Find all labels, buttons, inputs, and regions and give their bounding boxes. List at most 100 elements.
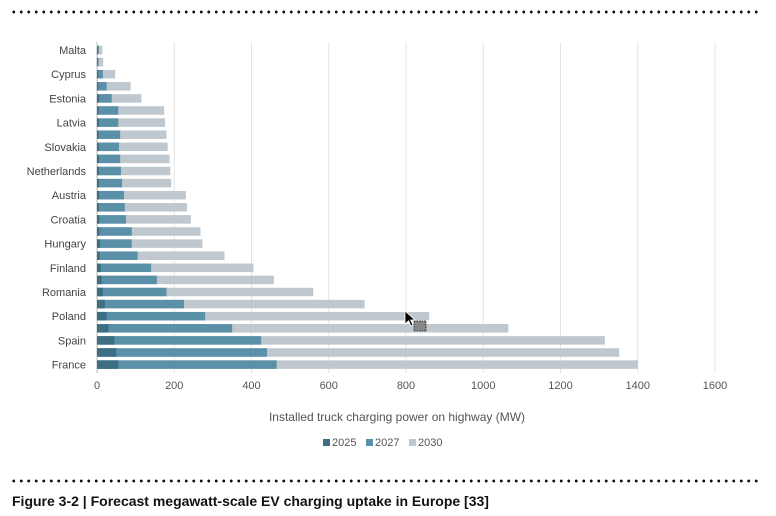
bar-2025-11 — [97, 178, 99, 188]
bar-2030-3 — [97, 82, 131, 91]
bar-2025-23 — [97, 324, 109, 333]
category-label: France — [52, 360, 86, 372]
bar-2025-24 — [97, 336, 115, 345]
category-label: Poland — [52, 311, 86, 323]
category-label: Netherlands — [27, 166, 87, 178]
bar-2030-15 — [97, 227, 201, 236]
bar-2025-14 — [97, 215, 100, 224]
legend-label-2025: 2025 — [332, 437, 356, 449]
bar-2027-22 — [97, 311, 206, 321]
bar-2030-26 — [97, 360, 638, 369]
legend-swatch-2027 — [366, 439, 373, 446]
bar-2027-17 — [97, 251, 138, 260]
bar-2025-17 — [97, 251, 100, 260]
bar-2030-14 — [97, 215, 191, 224]
x-tick-label: 800 — [397, 380, 415, 392]
bar-2030-7 — [97, 130, 167, 139]
bar-2030-13 — [97, 203, 187, 212]
bar-2027-26 — [97, 360, 277, 369]
x-tick-label: 400 — [242, 380, 260, 392]
category-label: Estonia — [49, 93, 87, 105]
bar-chart: Malta Cyprus Estonia Latvia Slovakia Netherla… — [27, 42, 727, 449]
bar-2025-18 — [97, 263, 101, 273]
bar-2025-20 — [97, 287, 103, 297]
bar-2030-23 — [97, 324, 509, 333]
bar-2027-24 — [97, 336, 262, 345]
bar-2030-18 — [97, 263, 254, 273]
bar-2025-0 — [97, 45, 98, 55]
bar-2025-19 — [97, 275, 102, 285]
bar-2027-21 — [97, 299, 184, 309]
bar-2027-25 — [97, 348, 267, 357]
legend-label-2027: 2027 — [375, 437, 399, 449]
bar-2027-12 — [97, 190, 125, 200]
x-tick-label: 600 — [320, 380, 338, 392]
bar-2030-5 — [97, 106, 165, 115]
bar-2025-6 — [97, 118, 99, 127]
mouse-cursor-icon — [404, 310, 427, 332]
legend-swatch-2025 — [323, 439, 330, 446]
bar-2027-7 — [97, 130, 121, 139]
bar-2025-16 — [97, 239, 101, 248]
bar-2027-19 — [97, 275, 157, 285]
bar-2030-24 — [97, 336, 605, 345]
category-label: Finland — [50, 263, 86, 275]
bar-2025-4 — [97, 94, 99, 103]
bar-2027-23 — [97, 324, 233, 333]
bar-2027-11 — [97, 178, 123, 188]
bar-2025-2 — [97, 69, 99, 79]
bar-2027-13 — [97, 203, 125, 212]
category-labels: Malta Cyprus Estonia Latvia Slovakia Netherla… — [27, 45, 87, 372]
bar-2030-25 — [97, 348, 620, 357]
bar-2030-2 — [97, 69, 116, 79]
bar-2027-16 — [97, 239, 132, 248]
dotted-rule-bottom — [10, 479, 762, 483]
category-label: Malta — [59, 45, 87, 57]
x-tick-label: 1400 — [626, 380, 650, 392]
category-label: Spain — [58, 335, 86, 347]
category-label: Austria — [52, 190, 87, 202]
x-tick-label: 0 — [94, 380, 100, 392]
bar-2030-10 — [97, 166, 171, 176]
bar-2025-8 — [97, 142, 99, 152]
bar-2027-4 — [97, 94, 112, 103]
bar-2030-9 — [97, 154, 170, 164]
bar-2030-22 — [97, 311, 430, 321]
bar-2027-2 — [97, 69, 103, 79]
bar-2030-16 — [97, 239, 203, 248]
x-tick-label: 1000 — [471, 380, 495, 392]
bar-2027-10 — [97, 166, 121, 176]
bar-2025-15 — [97, 227, 100, 236]
bar-2030-4 — [97, 94, 142, 103]
bar-2027-0 — [97, 45, 99, 55]
bar-2025-12 — [97, 190, 99, 200]
x-axis-title: Installed truck charging power on highwa… — [269, 410, 525, 424]
bar-2025-22 — [97, 311, 107, 321]
bar-2025-9 — [97, 154, 99, 164]
bar-2027-5 — [97, 106, 119, 115]
x-tick-label: 1200 — [548, 380, 572, 392]
bar-2027-15 — [97, 227, 132, 236]
bar-2030-6 — [97, 118, 165, 127]
bar-2027-8 — [97, 142, 120, 152]
bar-2027-14 — [97, 215, 126, 224]
x-tick-labels: 0 200 400 600 800 1000 1200 1400 1600 — [94, 380, 727, 392]
category-label: Croatia — [51, 214, 87, 226]
bar-2030-8 — [97, 142, 168, 152]
category-label: Hungary — [44, 239, 86, 251]
x-tick-label: 200 — [165, 380, 183, 392]
bars — [97, 45, 638, 369]
bar-2030-1 — [97, 57, 104, 67]
bar-2030-19 — [97, 275, 274, 285]
bar-2025-25 — [97, 348, 117, 357]
legend-label-2030: 2030 — [418, 437, 442, 449]
bar-2027-18 — [97, 263, 152, 273]
x-tick-label: 1600 — [703, 380, 727, 392]
bar-2025-13 — [97, 203, 99, 212]
bar-2025-3 — [97, 82, 99, 91]
category-label: Romania — [42, 287, 87, 299]
bar-2025-26 — [97, 360, 119, 369]
dotted-rule-top — [10, 10, 762, 14]
bar-2030-0 — [97, 45, 103, 55]
legend: 2025 2027 2030 — [323, 437, 442, 449]
